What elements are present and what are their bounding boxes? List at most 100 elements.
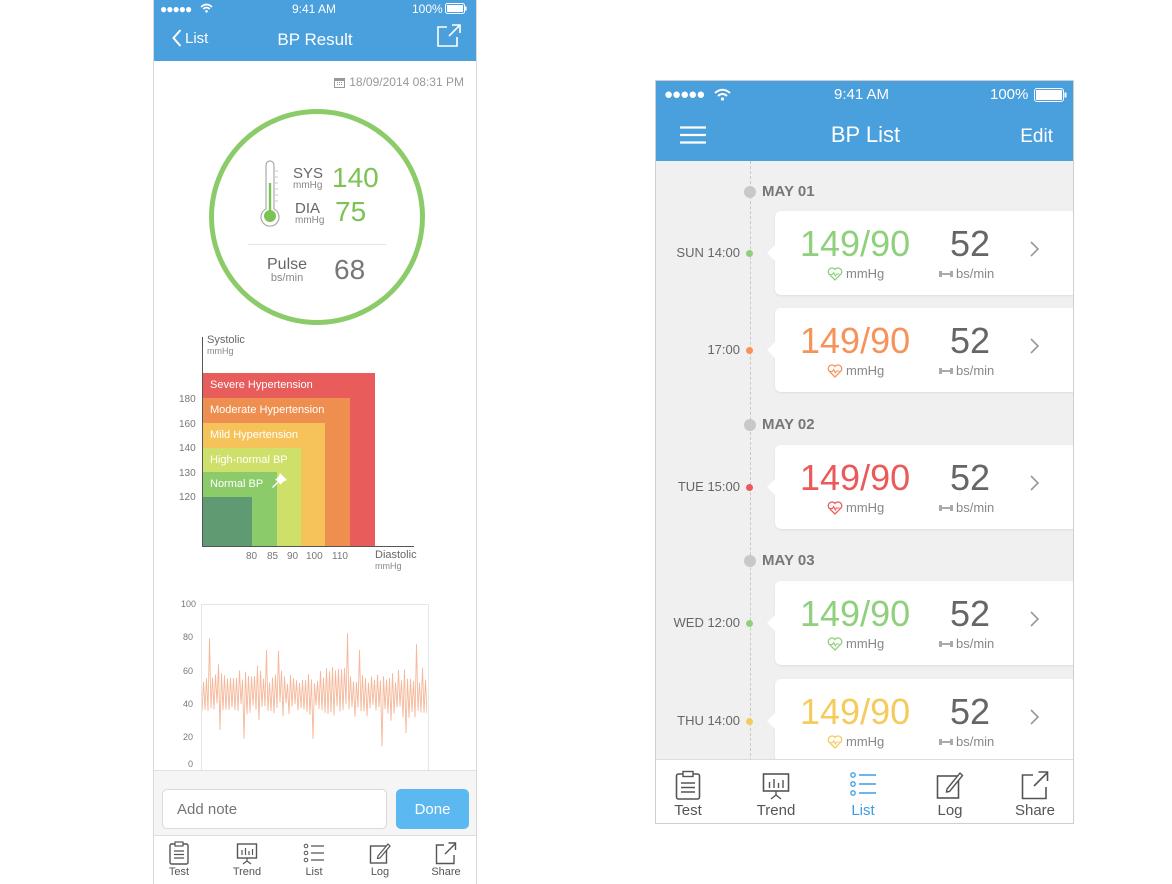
thermometer-icon [260,160,280,227]
tab-log[interactable]: Log [915,770,985,819]
pulse-unit: bs/min [270,272,304,284]
pulse-unit-group: bs/min [938,500,994,515]
calendar-icon [334,77,346,88]
signal-indicator: ●●●●● [160,2,192,16]
wave-line [202,633,427,747]
bp-unit: mmHg [846,734,885,749]
heart-pulse-icon [827,734,843,749]
pulse-wave-chart: 100 80 60 40 20 0 [154,595,476,775]
note-input[interactable] [162,789,387,829]
clipboard-icon [169,841,189,865]
tab-label: Share [1014,802,1056,819]
list-header: ●●●●● 9:41 AM 100% BP List Edit [656,81,1073,161]
pulse-label-group: Pulse bs/min [267,257,307,284]
day-header: MAY 02 [744,416,815,433]
tab-test[interactable]: Test [656,770,723,819]
heart-pulse-icon [827,363,843,378]
chart-board-icon [762,773,790,800]
share-icon [437,24,461,47]
entry-time: TUE 15:00 [677,479,740,494]
pulse-unit: bs/min [956,500,995,515]
done-button[interactable]: Done [396,789,469,829]
list-icon [850,772,876,796]
entry-time: WED 12:00 [673,615,740,630]
entry-dot [746,620,753,627]
zone-label: Mild Hypertension [210,429,299,441]
edit-icon [369,843,391,864]
bp-classification-chart: Systolic mmHg Severe Hypertension Modera… [154,330,476,575]
list-item[interactable]: 149/90 mmHg 52 bs/min [767,679,1073,763]
y-tick: 180 [179,394,196,405]
y-tick: 120 [179,492,196,503]
edit-button[interactable]: Edit [1020,126,1053,147]
page-title: BP Result [277,30,353,49]
zone-label: Severe Hypertension [210,379,313,391]
dia-unit: mmHg [295,215,325,226]
x-tick: 80 [246,551,258,562]
pulse-unit: bs/min [956,266,995,281]
timeline-line [750,161,751,761]
x-tick: 90 [287,551,299,562]
tab-share[interactable]: Share [421,841,471,878]
wave-y-tick: 0 [188,759,194,769]
pulse-value: 52 [950,457,991,498]
dumbbell-icon [939,738,953,745]
x-tick: 110 [332,551,348,562]
pulse-value: 52 [950,320,991,361]
bp-result-screen: ●●●●● 9:41 AM 100% List BP Result 18/09/… [153,0,477,884]
zone-label: Normal BP [210,478,264,490]
sys-unit: mmHg [293,180,323,191]
pulse-unit: bs/min [956,363,995,378]
dia-value: 75 [335,196,367,227]
bp-value: 149/90 [800,223,911,264]
entry-time: SUN 14:00 [676,245,740,260]
day-header: MAY 03 [744,552,815,569]
pulse-unit-group: bs/min [938,734,994,749]
tab-trend[interactable]: Trend [222,841,272,878]
x-axis-label: Diastolic [375,549,417,561]
y-axis-line [202,337,203,547]
bp-unit: mmHg [846,363,885,378]
chart-board-icon [236,843,258,865]
tab-label: Test [674,802,702,819]
bp-list-screen: ●●●●● 9:41 AM 100% BP List Edit MAY 01 M… [655,80,1074,824]
tab-trend[interactable]: Trend [741,770,811,819]
bp-unit-group: mmHg [827,636,884,651]
entry-time: 17:00 [707,342,740,357]
day-dot [744,554,756,567]
tab-log[interactable]: Log [355,841,405,878]
bp-unit: mmHg [846,636,885,651]
bp-value: 149/90 [800,320,911,361]
list-item[interactable]: 149/90 mmHg 52 bs/min [767,581,1073,665]
dumbbell-icon [939,367,953,374]
tab-list[interactable]: List [828,770,898,819]
entry-dot [746,250,753,257]
list-item[interactable]: 149/90 mmHg 52 bs/min [767,211,1073,295]
tab-share[interactable]: Share [1000,770,1070,819]
tab-list[interactable]: List [289,841,339,878]
y-tick: 130 [179,468,196,479]
list-item[interactable]: 149/90 mmHg 52 bs/min [767,445,1073,529]
result-header: ●●●●● 9:41 AM 100% List BP Result [154,0,476,61]
pulse-value: 52 [950,223,991,264]
tab-label: Share [431,866,461,878]
back-button[interactable]: List [172,29,208,47]
tab-label: Log [370,866,390,878]
bp-value: 149/90 [800,691,911,732]
pulse-unit-group: bs/min [938,636,994,651]
share-button[interactable] [436,24,462,53]
x-axis-line [202,546,414,547]
tab-label: List [851,802,875,819]
tab-test[interactable]: Test [154,841,204,878]
bp-unit-group: mmHg [827,266,884,281]
wave-y-tick: 80 [183,632,194,642]
pulse-value: 68 [334,254,366,285]
wave-y-tick: 20 [183,732,194,742]
pulse-value: 52 [950,593,991,634]
datetime-text: 18/09/2014 08:31 PM [349,75,464,89]
signal-indicator: ●●●●● [664,86,705,103]
list-item[interactable]: 149/90 mmHg 52 bs/min [767,308,1073,392]
chevron-right-icon [1030,475,1040,491]
pulse-unit: bs/min [956,734,995,749]
menu-button[interactable] [680,126,706,149]
